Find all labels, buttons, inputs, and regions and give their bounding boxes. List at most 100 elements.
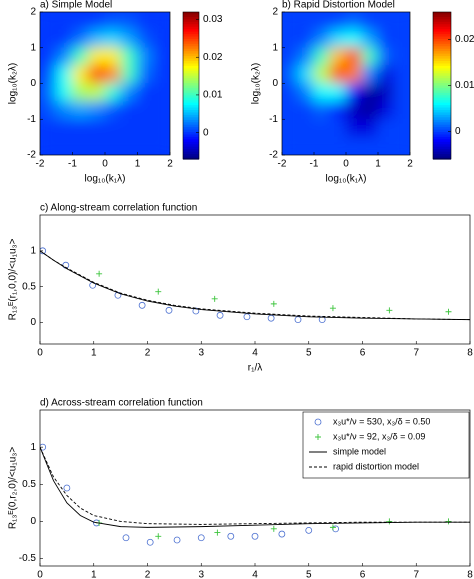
heatmap-cell [55, 136, 73, 155]
heatmap-cell [282, 118, 299, 138]
heatmap-cell [88, 118, 106, 138]
colorbar-segment [433, 70, 451, 74]
y-tick-label: 0 [30, 317, 36, 328]
data-point [329, 305, 336, 312]
panel-title: b) Rapid Distortion Model [282, 0, 395, 11]
colorbar-segment [183, 16, 199, 20]
heatmap-cell [313, 47, 331, 67]
plot-area [282, 12, 410, 155]
heatmap-cell [55, 100, 73, 120]
heatmap-cell [313, 12, 331, 31]
colorbar-segment [183, 43, 199, 47]
heatmap-cell [345, 65, 363, 84]
plot-area [40, 12, 170, 155]
heatmap-cell [40, 118, 57, 138]
colorbar-segment [183, 136, 199, 140]
heatmap-cell [377, 12, 395, 31]
colorbar-segment [183, 129, 199, 133]
colorbar-segment [183, 102, 199, 106]
y-tick-label: 0.5 [22, 479, 36, 490]
colorbar-segment [183, 38, 199, 42]
model-line [40, 446, 470, 528]
heatmap-cell [329, 12, 347, 31]
model-line [40, 250, 470, 321]
x-tick-label: 8 [467, 348, 473, 359]
data-point [270, 525, 277, 532]
colorbar-segment [183, 12, 199, 16]
colorbar-segment [183, 107, 199, 111]
colorbar-segment [433, 112, 451, 116]
colorbar-segment [433, 56, 451, 60]
data-point [96, 270, 103, 277]
heatmap-cell [345, 83, 363, 102]
heatmap-cell [361, 136, 379, 155]
heatmap-cell [282, 29, 299, 49]
heatmap-cell [104, 47, 122, 67]
heatmap-cell [88, 83, 106, 102]
colorbar-segment [183, 70, 199, 74]
colorbar-segment [183, 95, 199, 99]
model-line [40, 250, 470, 321]
colorbar-segment [433, 19, 451, 23]
heatmap-cell [104, 136, 122, 155]
x-tick-label: 0 [102, 159, 108, 170]
colorbar-segment [433, 124, 451, 128]
heatmap-cell [297, 12, 315, 31]
data-point [278, 530, 286, 538]
heatmap-cell [153, 29, 170, 49]
colorbar-segment [183, 149, 199, 153]
data-point [155, 533, 162, 540]
colorbar-segment [183, 80, 199, 84]
colorbar-segment [183, 83, 199, 87]
heatmap-cell [137, 12, 155, 31]
colorbar-segment [183, 146, 199, 150]
colorbar-segment [183, 114, 199, 118]
colorbar-segment [183, 92, 199, 96]
colorbar-segment [183, 24, 199, 28]
colorbar-segment [433, 63, 451, 67]
colorbar-segment [183, 105, 199, 109]
colorbar-segment [183, 36, 199, 40]
heatmap-cell [297, 136, 315, 155]
colorbar-segment [183, 31, 199, 35]
data-point [386, 518, 393, 525]
data-point [165, 306, 173, 314]
colorbar-segment [183, 132, 199, 136]
colorbar-segment [433, 53, 451, 57]
x-tick-label: 2 [145, 348, 151, 359]
colorbar-segment [183, 26, 199, 30]
colorbar-segment [433, 154, 451, 158]
heatmap-cell [120, 83, 138, 102]
heatmap-cell [55, 47, 73, 67]
heatmap-cell [297, 100, 315, 120]
colorbar-segment [433, 110, 451, 114]
colorbar-segment [433, 132, 451, 136]
colorbar-segment [433, 61, 451, 65]
x-tick-label: 0 [343, 159, 349, 170]
colorbar-segment [433, 75, 451, 79]
colorbar-segment [183, 127, 199, 131]
heatmap-cell [313, 100, 331, 120]
heatmap-cell [72, 65, 90, 84]
x-tick-label: 0 [37, 570, 43, 579]
x-tick-label: 5 [306, 348, 312, 359]
colorbar-segment [183, 139, 199, 143]
x-tick-label: -1 [310, 159, 319, 170]
colorbar-segment [183, 51, 199, 55]
colorbar-segment [183, 90, 199, 94]
colorbar-segment [183, 119, 199, 123]
heatmap-cell [345, 12, 363, 31]
colorbar-segment [433, 119, 451, 123]
heatmap [282, 12, 410, 155]
x-tick-label: 3 [198, 570, 204, 579]
heatmap-cell [104, 83, 122, 102]
heatmap-cell [137, 47, 155, 67]
heatmap-cell [361, 100, 379, 120]
heatmap-cell [329, 100, 347, 120]
legend-swatch [315, 434, 321, 440]
y-tick-label: 1 [272, 42, 278, 53]
panel-title: c) Along-stream correlation function [40, 203, 197, 214]
heatmap-cell [153, 136, 170, 155]
heatmap-cell [104, 29, 122, 49]
